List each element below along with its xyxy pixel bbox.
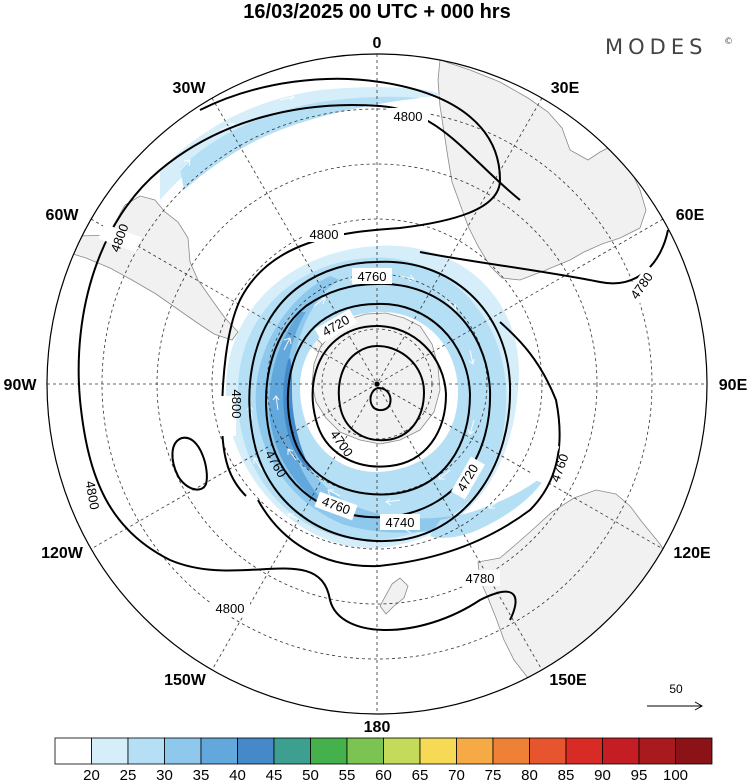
colorbar-tick-label: 95 <box>631 767 648 782</box>
colorbar-swatch <box>164 737 202 765</box>
reference-vector-label: 50 <box>669 682 683 696</box>
contour-4760 <box>248 260 512 542</box>
lon-label-90w: 90W <box>4 377 38 394</box>
wind-vector <box>467 419 475 435</box>
contour-center-low <box>369 386 392 412</box>
contour-label: 4800 <box>216 601 245 616</box>
colorbar-swatch <box>638 737 676 765</box>
lon-label-180: 180 <box>364 719 391 736</box>
contour-label: 4780 <box>466 571 495 586</box>
contour-label: 4800 <box>229 390 244 419</box>
lon-label-120w: 120W <box>41 545 84 562</box>
colorbar-tick-label: 40 <box>229 767 246 782</box>
lon-label-30e: 30E <box>551 80 580 97</box>
forecast-title: 16/03/2025 00 UTC + 000 hrs <box>243 1 510 23</box>
colorbar-swatch <box>675 737 713 765</box>
colorbar-swatch <box>419 737 457 765</box>
colorbar-tick-label: 45 <box>266 767 283 782</box>
longitude-labels: 0 30E 60E 90E 120E 150E 180 150W 120W 90… <box>4 35 748 736</box>
landmass-africa <box>437 59 647 281</box>
wind-vector <box>287 513 301 521</box>
reference-vector: 50 <box>647 682 704 711</box>
colorbar-swatch <box>529 737 567 765</box>
jet-arc-south <box>430 472 548 538</box>
colorbar-swatch <box>54 737 92 765</box>
wind-vector <box>283 337 292 351</box>
lon-label-30w: 30W <box>173 80 207 97</box>
jet-core-35-40 <box>269 312 332 510</box>
colorbar-tick-label: 90 <box>594 767 611 782</box>
colorbar-tick-label: 100 <box>663 767 688 782</box>
south-pole-marker <box>374 381 380 387</box>
contour-4720 <box>286 302 472 496</box>
contour-4780 <box>257 229 669 568</box>
colorbar-tick-label: 80 <box>521 767 538 782</box>
colorbar: 20 25 30 35 40 45 50 55 60 65 70 75 80 85 90 95 100 <box>54 737 713 782</box>
wind-vector <box>179 159 191 171</box>
map-border <box>46 53 708 715</box>
colorbar-swatch <box>310 737 348 765</box>
colorbar-swatch <box>383 737 421 765</box>
colorbar-tick-label: 65 <box>412 767 429 782</box>
wind-vector <box>253 457 263 471</box>
contour-label: 4760 <box>358 269 387 284</box>
wind-speed-shading <box>160 87 548 549</box>
contour-labels: 4800 4800 4800 4800 4800 4800 4780 4780 … <box>83 108 661 616</box>
lon-label-0: 0 <box>373 35 382 52</box>
colorbar-swatch <box>127 737 165 765</box>
lon-label-150e: 150E <box>549 672 587 689</box>
contour-label: 4800 <box>83 480 103 511</box>
colorbar-tick-label: 20 <box>83 767 100 782</box>
colorbar-tick-label: 25 <box>120 767 137 782</box>
colorbar-swatch <box>492 737 530 765</box>
wind-vector <box>279 93 295 101</box>
wind-vector <box>272 395 280 411</box>
wind-vector <box>468 349 475 365</box>
colorbar-swatch <box>200 737 238 765</box>
map-disc: 4800 4800 4800 4800 4800 4800 4780 4780 … <box>47 54 707 714</box>
contour-label: 4800 <box>394 109 423 124</box>
lon-label-60e: 60E <box>676 207 705 224</box>
colorbar-swatch <box>602 737 640 765</box>
colorbar-swatch <box>346 737 384 765</box>
landmass-new-zealand <box>379 577 409 615</box>
contour-4680 <box>337 344 426 442</box>
colorbar-swatch <box>273 737 311 765</box>
colorbar-tick-label: 70 <box>448 767 465 782</box>
colorbar-swatch <box>91 737 129 765</box>
landmass-south-america <box>51 195 239 341</box>
wind-vector <box>385 498 401 506</box>
colorbar-swatch <box>456 737 494 765</box>
colorbar-tick-label: 75 <box>485 767 502 782</box>
jet-core-40-45 <box>283 358 312 472</box>
modes-logo: MODES <box>605 35 707 59</box>
contour-label: 4740 <box>386 515 415 530</box>
colorbar-swatch <box>237 737 275 765</box>
wind-vector <box>488 499 501 509</box>
jet-arc-north-inner <box>180 96 420 190</box>
colorbar-tick-label: 35 <box>193 767 210 782</box>
colorbar-tick-label: 30 <box>156 767 173 782</box>
contour-4700 <box>311 324 448 468</box>
lon-label-120e: 120E <box>673 545 711 562</box>
copyright-mark: © <box>724 37 733 47</box>
wind-vector <box>438 469 451 480</box>
wind-vector <box>399 274 415 282</box>
colorbar-tick-label: 55 <box>339 767 356 782</box>
colorbar-swatch <box>565 737 603 765</box>
colorbar-tick-label: 50 <box>302 767 319 782</box>
wind-vector <box>287 448 297 461</box>
lon-label-90e: 90E <box>719 377 748 394</box>
lon-label-150w: 150W <box>164 672 207 689</box>
wind-vector <box>327 489 341 497</box>
lon-label-60w: 60W <box>46 207 80 224</box>
contour-4800-outer <box>77 103 521 631</box>
colorbar-tick-label: 60 <box>375 767 392 782</box>
colorbar-tick-label: 85 <box>558 767 575 782</box>
contour-4800-west-loop <box>171 436 208 491</box>
contour-label: 4800 <box>310 227 339 242</box>
